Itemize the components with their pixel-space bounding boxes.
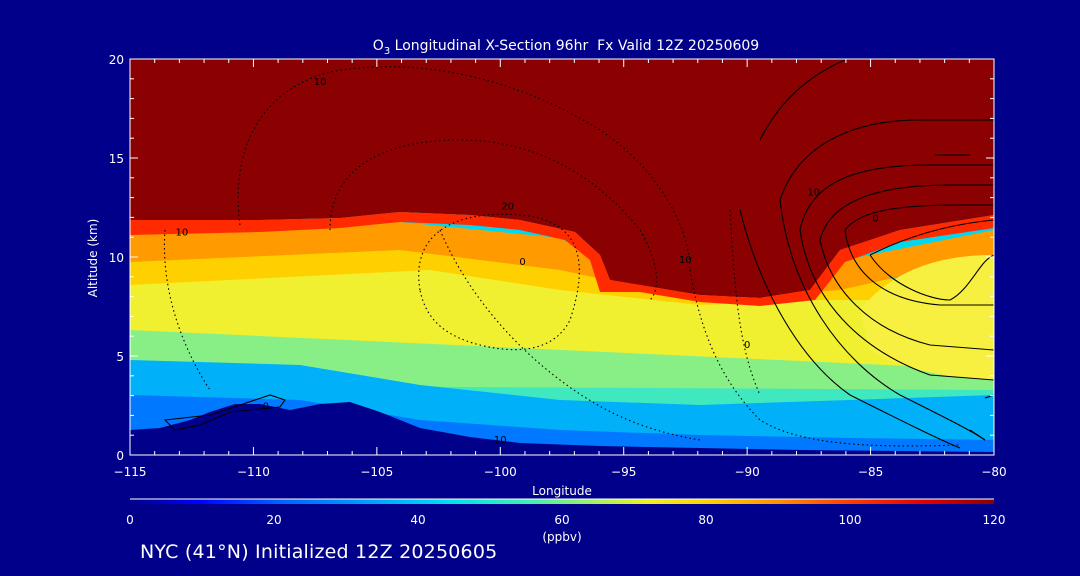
contour-label: 10 [494,435,507,446]
red-edge [130,212,994,306]
contour-label: 10 [807,188,820,199]
x-axis-label: Longitude [532,484,592,498]
x-tick-label: −115 [114,465,147,479]
y-tick-label: 5 [116,350,124,364]
contour-solid-4 [819,184,994,351]
x-tick-label: −105 [360,465,393,479]
contour-dotted-5 [689,269,961,447]
y-tick-label: 15 [109,152,124,166]
colorbar-tick-label: 0 [126,513,134,527]
contour-dotted-4 [163,229,701,441]
contour-label: 0 [263,402,269,413]
colorbar-tick-label: 40 [410,513,425,527]
contour-solid-6 [869,219,994,301]
contour-solid-8 [163,394,286,431]
contour-label: 10 [314,77,327,88]
y-axis-label: Altitude (km) [86,219,100,298]
x-tick-label: −110 [237,465,270,479]
contour-label: 10 [175,227,188,238]
contour-labels: 10 10 10 20 10 0 0 0 10 0 [175,77,878,446]
colorbar-label: (ppbv) [542,530,581,544]
x-tick-label: −100 [484,465,517,479]
contour-solid-2 [779,119,994,441]
y-tick-label: 0 [116,449,124,463]
contour-solid-3 [799,164,994,381]
x-tick-label: −85 [858,465,883,479]
contour-solid-1 [739,59,961,449]
colorbar-tick-label: 80 [698,513,713,527]
contour-label: 20 [501,202,514,213]
contour-label: 0 [744,340,750,351]
contour-solid-5 [844,204,994,306]
band-yellow-east [860,255,994,380]
colorbar-tick-label: 120 [983,513,1006,527]
x-tick-label: −90 [734,465,759,479]
terrain [130,402,994,455]
colorbar-tick-label: 100 [839,513,862,527]
contour-lines [163,59,994,449]
x-tick-label: −95 [611,465,636,479]
colorbar [130,499,994,504]
stratosphere [130,59,994,298]
contour-label: 10 [679,255,692,266]
ozone-field [130,59,994,455]
contour-label: 0 [872,213,878,224]
colorbar-tick-label: 20 [266,513,281,527]
y-tick-label: 10 [109,251,124,265]
contour-label: 0 [519,257,525,268]
forecast-caption: NYC (41°N) Initialized 12Z 20250605 [140,541,498,563]
y-axis: 0 5 10 15 20 [109,53,994,463]
band-yellow [130,260,994,370]
y-tick-label: 20 [109,53,124,67]
x-tick-label: −80 [981,465,1006,479]
contour-dotted-1 [237,66,691,271]
colorbar-ticks: 0 20 40 60 80 100 120 [126,513,1005,527]
x-axis: −115 −110 −105 −100 −95 −90 −85 −80 [114,59,1007,479]
colorbar-tick-label: 60 [554,513,569,527]
chart-title: O3 Longitudinal X-Section 96hr Fx Valid … [373,38,759,57]
contour-dotted-2 [329,139,658,301]
